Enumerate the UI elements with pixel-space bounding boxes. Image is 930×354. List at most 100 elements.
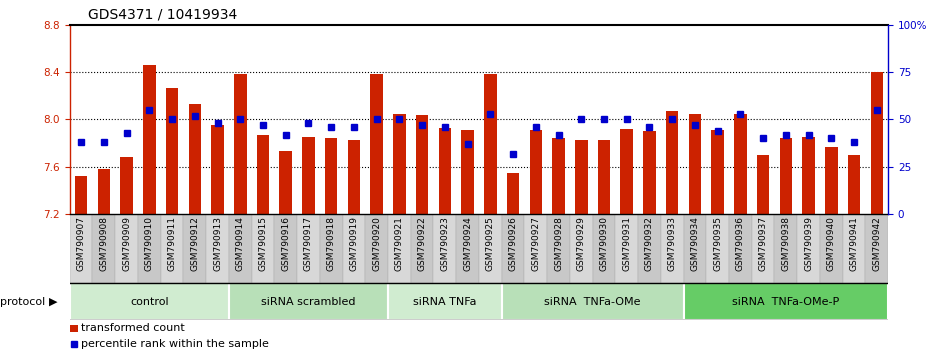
- Bar: [325, 138, 338, 214]
- Bar: [433, 214, 457, 283]
- Bar: [820, 214, 843, 283]
- Bar: [779, 138, 792, 214]
- Bar: [98, 169, 110, 214]
- Bar: [598, 139, 610, 214]
- Text: GSM790919: GSM790919: [350, 216, 358, 271]
- Bar: [70, 214, 92, 283]
- Text: GSM790924: GSM790924: [463, 216, 472, 271]
- Bar: [684, 283, 888, 320]
- Text: siRNA  TNFa-OMe: siRNA TNFa-OMe: [544, 297, 641, 307]
- Text: GSM790922: GSM790922: [418, 216, 427, 271]
- Bar: [638, 214, 661, 283]
- Text: siRNA scrambled: siRNA scrambled: [261, 297, 355, 307]
- Text: GSM790935: GSM790935: [713, 216, 723, 271]
- Text: GSM790915: GSM790915: [259, 216, 268, 271]
- Bar: [575, 139, 588, 214]
- Bar: [388, 214, 411, 283]
- Text: GSM790912: GSM790912: [191, 216, 199, 271]
- Text: GSM790917: GSM790917: [304, 216, 313, 271]
- Text: GSM790938: GSM790938: [781, 216, 790, 271]
- Bar: [570, 214, 592, 283]
- Bar: [775, 214, 797, 283]
- Bar: [143, 65, 155, 214]
- Text: protocol: protocol: [0, 297, 46, 307]
- Bar: [92, 214, 115, 283]
- Bar: [234, 74, 246, 214]
- Bar: [416, 115, 429, 214]
- Bar: [70, 325, 78, 332]
- Text: transformed count: transformed count: [81, 324, 185, 333]
- Text: GSM790931: GSM790931: [622, 216, 631, 271]
- Text: siRNA  TNFa-OMe-P: siRNA TNFa-OMe-P: [732, 297, 840, 307]
- Text: GSM790933: GSM790933: [668, 216, 677, 271]
- Bar: [115, 214, 138, 283]
- Text: GSM790934: GSM790934: [690, 216, 699, 271]
- Text: GSM790920: GSM790920: [372, 216, 381, 271]
- Bar: [229, 283, 388, 320]
- Bar: [439, 128, 451, 214]
- Bar: [370, 74, 383, 214]
- Text: GSM790913: GSM790913: [213, 216, 222, 271]
- Text: GSM790936: GSM790936: [736, 216, 745, 271]
- Bar: [479, 214, 501, 283]
- Bar: [252, 214, 274, 283]
- Bar: [751, 214, 775, 283]
- Text: GSM790918: GSM790918: [326, 216, 336, 271]
- Bar: [552, 138, 565, 214]
- Text: GSM790940: GSM790940: [827, 216, 836, 271]
- Bar: [644, 131, 656, 214]
- Text: percentile rank within the sample: percentile rank within the sample: [81, 339, 270, 349]
- Bar: [501, 283, 684, 320]
- Text: control: control: [130, 297, 168, 307]
- Bar: [206, 214, 229, 283]
- Bar: [661, 214, 684, 283]
- Text: GSM790911: GSM790911: [167, 216, 177, 271]
- Bar: [161, 214, 183, 283]
- Bar: [803, 137, 815, 214]
- Bar: [388, 283, 501, 320]
- Bar: [843, 214, 866, 283]
- Text: GSM790932: GSM790932: [644, 216, 654, 271]
- Bar: [457, 214, 479, 283]
- Text: GSM790925: GSM790925: [485, 216, 495, 271]
- Text: GSM790914: GSM790914: [235, 216, 245, 271]
- Bar: [825, 147, 838, 214]
- Bar: [342, 214, 365, 283]
- Bar: [797, 214, 820, 283]
- Text: GSM790907: GSM790907: [76, 216, 86, 271]
- Bar: [684, 214, 706, 283]
- Text: GSM790908: GSM790908: [100, 216, 109, 271]
- Bar: [729, 214, 751, 283]
- Bar: [870, 72, 883, 214]
- Bar: [120, 158, 133, 214]
- Bar: [302, 137, 314, 214]
- Text: GSM790923: GSM790923: [440, 216, 449, 271]
- Bar: [297, 214, 320, 283]
- Bar: [365, 214, 388, 283]
- Bar: [706, 214, 729, 283]
- Bar: [70, 283, 229, 320]
- Text: GSM790939: GSM790939: [804, 216, 813, 271]
- Bar: [274, 214, 297, 283]
- Bar: [461, 130, 473, 214]
- Text: GDS4371 / 10419934: GDS4371 / 10419934: [88, 7, 237, 21]
- Text: GSM790916: GSM790916: [281, 216, 290, 271]
- Bar: [501, 214, 525, 283]
- Bar: [848, 155, 860, 214]
- Bar: [529, 130, 542, 214]
- Bar: [411, 214, 433, 283]
- Bar: [592, 214, 616, 283]
- Text: GSM790910: GSM790910: [145, 216, 153, 271]
- Bar: [393, 114, 405, 214]
- Bar: [229, 214, 252, 283]
- Bar: [348, 139, 360, 214]
- Text: GSM790909: GSM790909: [122, 216, 131, 271]
- Text: GSM790921: GSM790921: [395, 216, 404, 271]
- Bar: [257, 135, 269, 214]
- Bar: [525, 214, 547, 283]
- Text: GSM790937: GSM790937: [759, 216, 767, 271]
- Bar: [211, 125, 224, 214]
- Bar: [138, 214, 161, 283]
- Bar: [320, 214, 342, 283]
- Text: GSM790927: GSM790927: [531, 216, 540, 271]
